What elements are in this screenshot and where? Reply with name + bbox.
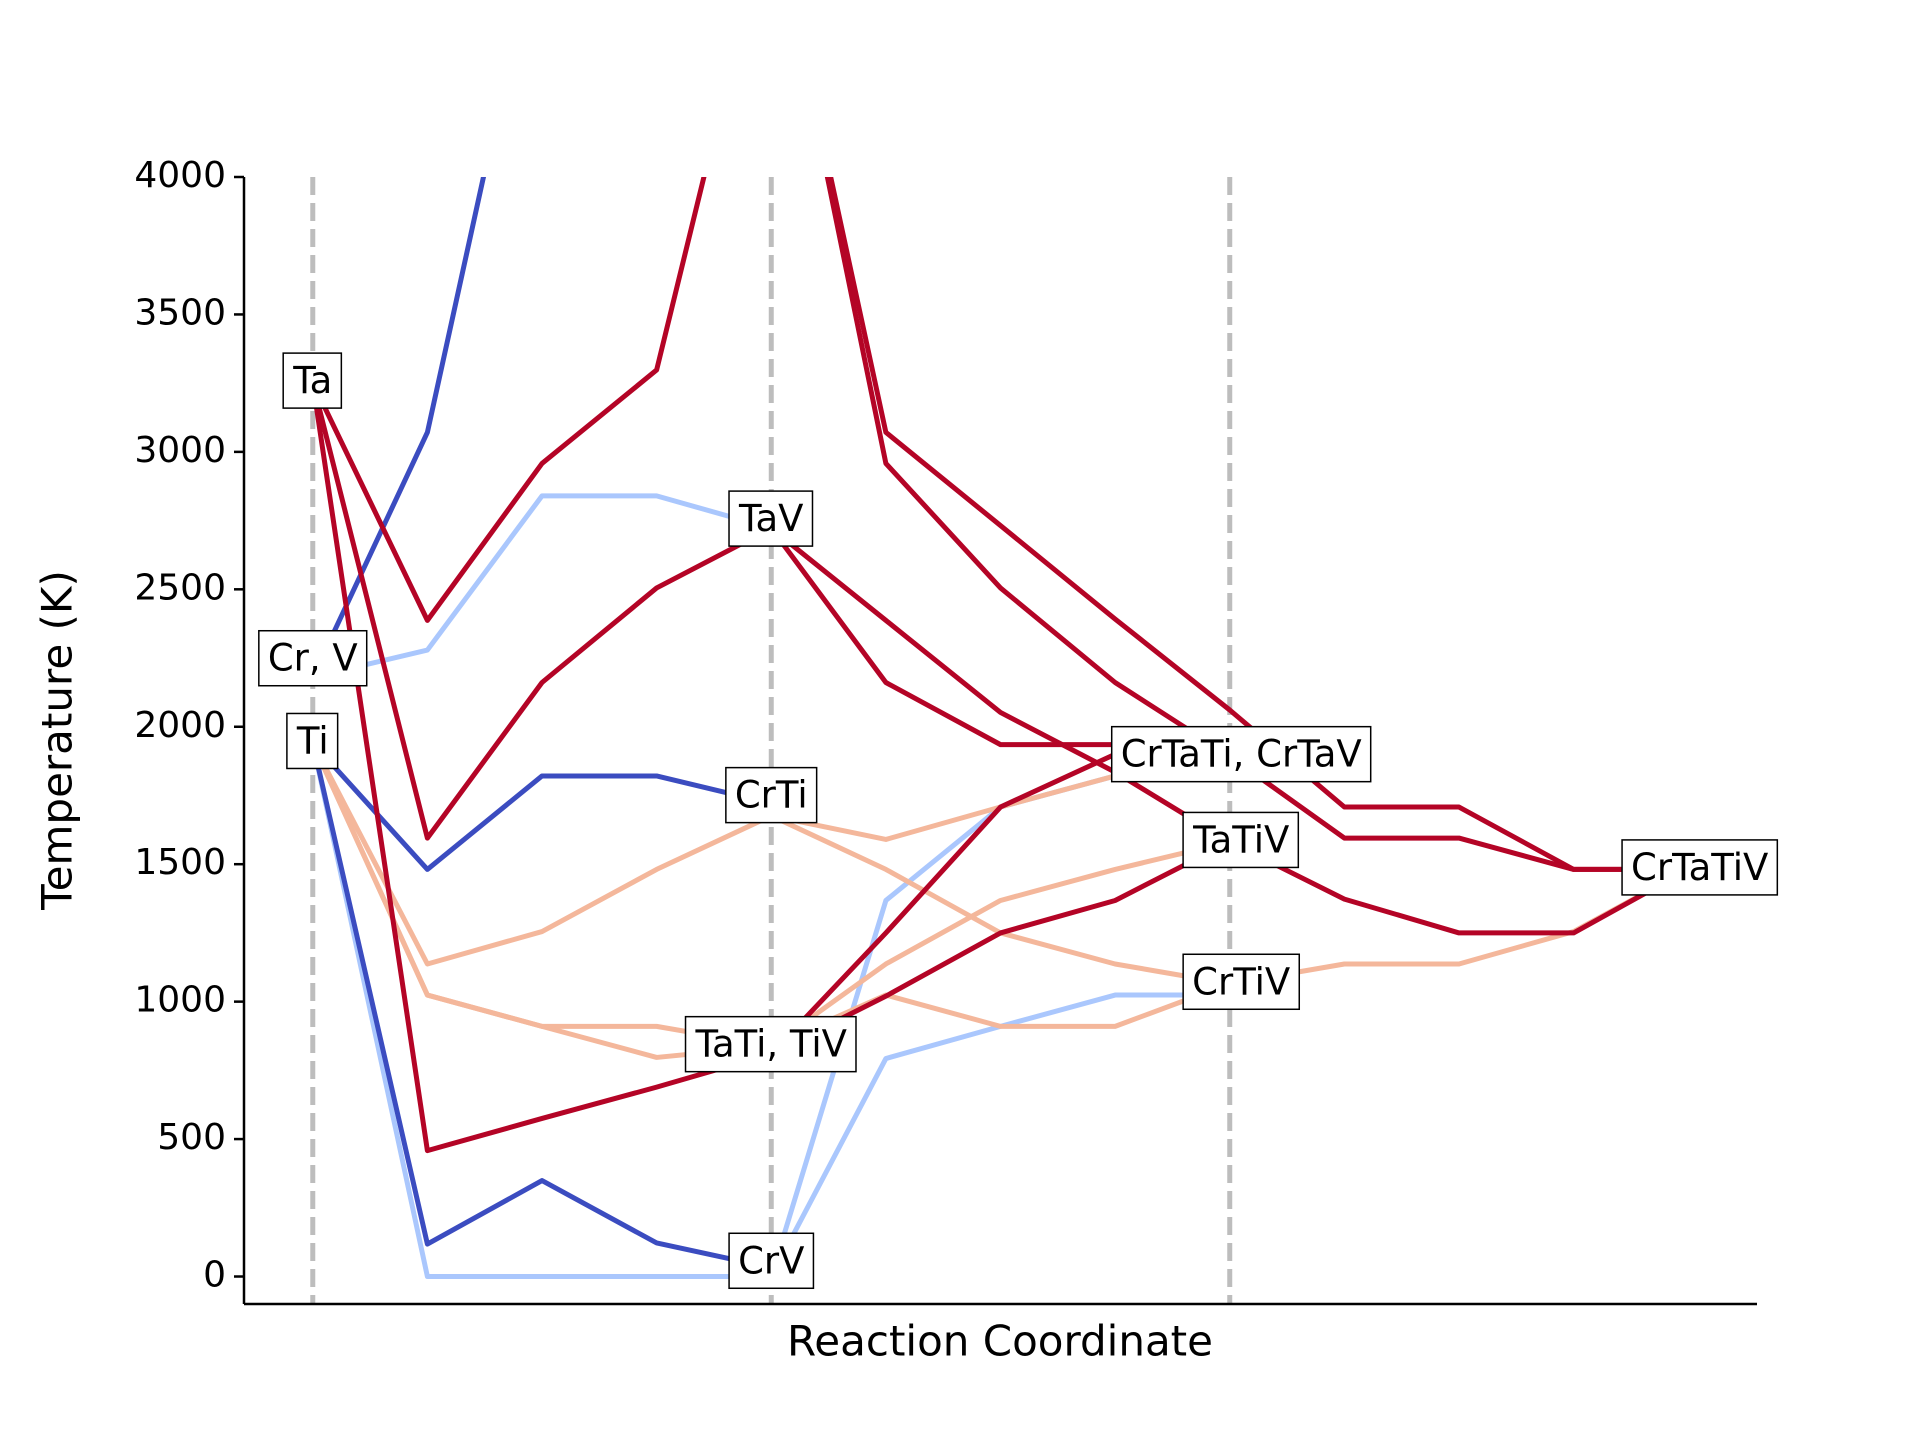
- annotation-text: TaTiV: [1192, 818, 1289, 861]
- annotation-text: CrTiV: [1192, 960, 1290, 1003]
- y-tick-label: 1500: [134, 842, 226, 883]
- annotation: Cr, V: [258, 629, 368, 687]
- series-line: [310, 177, 487, 679]
- annotation-text: Ti: [296, 719, 329, 762]
- annotation-box: [725, 766, 818, 824]
- annotation-text: TaV: [738, 497, 803, 540]
- annotation-text: TaTi, TiV: [695, 1023, 847, 1066]
- series-line: [769, 839, 1231, 1049]
- y-tick-label: 2500: [134, 567, 226, 608]
- annotation-box: [728, 1232, 815, 1290]
- series-line: [770, 981, 1231, 1049]
- annotation-box: [258, 629, 368, 687]
- annotation: CrTaTiV: [1621, 839, 1779, 896]
- series-line: [310, 177, 707, 623]
- series-line: [310, 742, 772, 1271]
- y-axis-label: Temperature (K): [33, 570, 82, 911]
- series-line: [310, 381, 773, 841]
- annotation-box: [728, 490, 814, 547]
- annotation-text: CrTi: [735, 774, 808, 817]
- annotation-box: [1182, 953, 1301, 1011]
- annotation-box: [286, 712, 339, 770]
- annotation-text: CrV: [738, 1239, 804, 1282]
- annotation-box: [1621, 839, 1779, 896]
- annotation: TaTiV: [1182, 811, 1300, 869]
- annotation: Ti: [286, 712, 339, 770]
- y-tick-label: 3000: [134, 430, 226, 471]
- axes: Reaction Coordinate Temperature (K) 0 500…: [33, 155, 1757, 1366]
- annotation: CrV: [728, 1232, 815, 1290]
- annotation: CrTi: [725, 766, 818, 824]
- series-line: [828, 177, 1689, 872]
- series-line: [310, 741, 772, 872]
- annotation-box: [684, 1015, 857, 1073]
- y-tick-label: 3500: [134, 292, 226, 333]
- annotation: TaTi, TiV: [684, 1015, 857, 1073]
- annotations: Ta Cr, V Ti TaV CrTi CrV TaTi, TiV CrTaTi, CrTa…: [258, 352, 1779, 1290]
- vlines: [310, 177, 1233, 1304]
- annotation-text: Ta: [292, 359, 332, 402]
- annotation-box: [282, 352, 343, 409]
- y-tick-label: 0: [203, 1255, 226, 1296]
- series-line: [769, 526, 1230, 759]
- annotation: CrTiV: [1182, 953, 1301, 1011]
- y-tick-label: 500: [157, 1117, 226, 1158]
- y-tick-label: 1000: [134, 980, 226, 1021]
- annotation: Ta: [282, 352, 343, 409]
- y-tick-label: 4000: [134, 155, 226, 196]
- annotation-box: [1182, 811, 1300, 869]
- series-line: [770, 839, 1231, 1057]
- series-line: [310, 742, 772, 1280]
- annotation-text: Cr, V: [268, 637, 358, 680]
- lines: [310, 177, 1690, 1280]
- annotation-text: CrTaTiV: [1631, 846, 1768, 889]
- annotation-text: CrTaTi, CrTaV: [1121, 733, 1362, 776]
- series-line: [312, 493, 772, 680]
- series-line: [310, 382, 772, 1154]
- series-line: [310, 741, 772, 1060]
- y-tick-label: 2000: [134, 705, 226, 746]
- x-axis-label: Reaction Coordinate: [787, 1317, 1213, 1366]
- annotation: TaV: [728, 490, 814, 547]
- annotation-box: [1110, 725, 1372, 783]
- annotation: CrTaTi, CrTaV: [1110, 725, 1372, 783]
